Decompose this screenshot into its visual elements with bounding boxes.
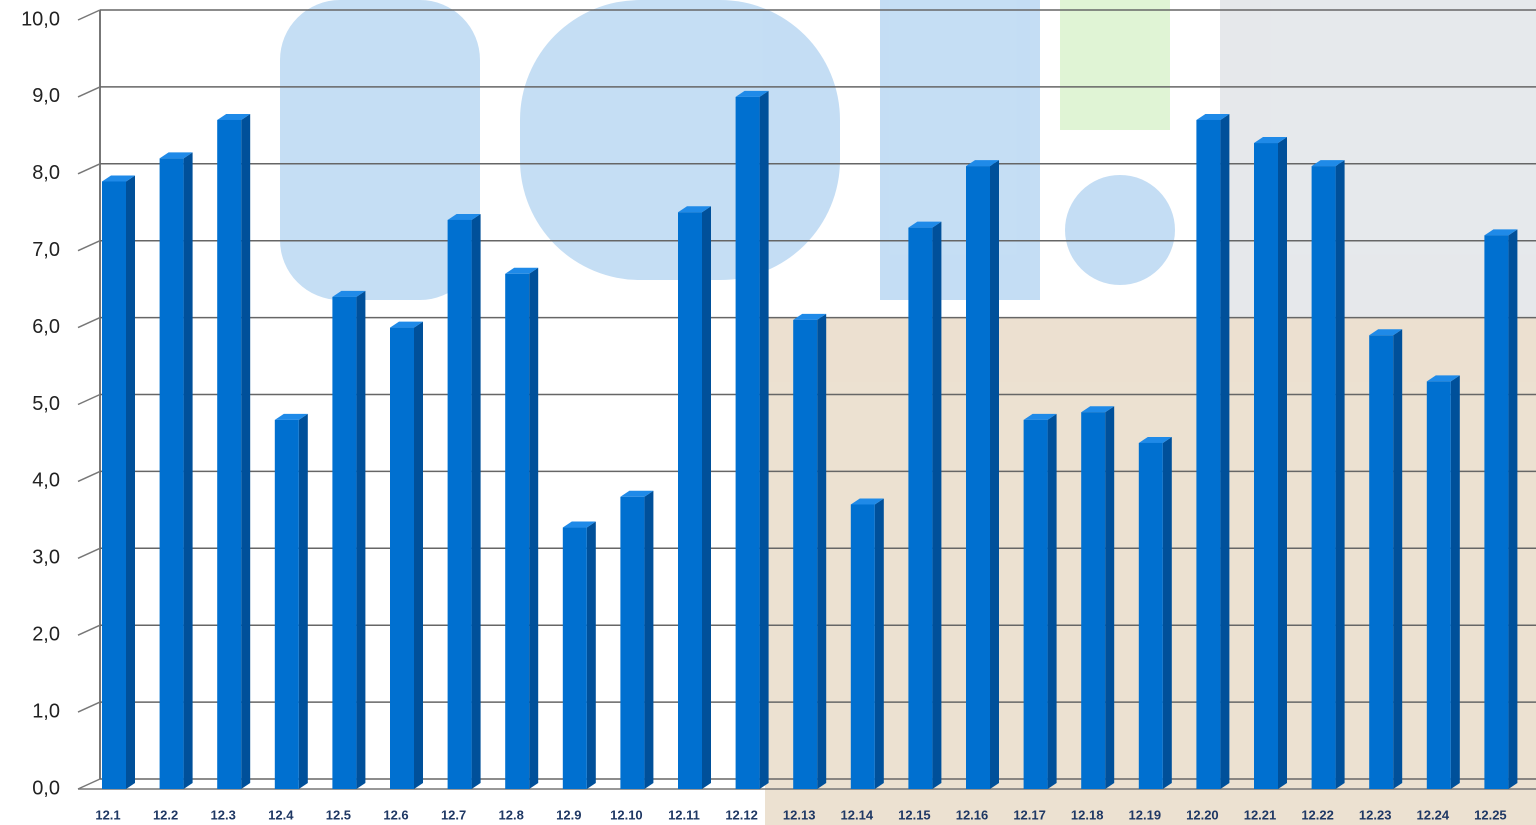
- bar: [851, 504, 875, 789]
- bar: [217, 120, 241, 789]
- bar-side: [1451, 375, 1460, 789]
- bar: [1139, 443, 1163, 789]
- grid-side: [78, 87, 100, 97]
- bar: [390, 328, 414, 789]
- x-tick-label: 12.16: [956, 807, 989, 822]
- bar: [332, 297, 356, 789]
- bar-side: [1508, 229, 1517, 789]
- y-tick-label: 2,0: [32, 623, 60, 645]
- x-tick-label: 12.6: [383, 807, 408, 822]
- y-tick-label: 9,0: [32, 85, 60, 107]
- bar-side: [760, 91, 769, 789]
- grid-side: [78, 395, 100, 405]
- x-tick-label: 12.10: [610, 807, 643, 822]
- grid-side: [78, 10, 100, 20]
- chart: 0,0 1,0 2,0 3,0 4,0 5,0 6,0 7,0 8,0 9,0 10,0 12.1 12…: [0, 0, 1536, 825]
- x-tick-label: 12.15: [898, 807, 931, 822]
- bar-side: [356, 291, 365, 789]
- x-tick-label: 12.21: [1244, 807, 1277, 822]
- x-tick-label: 12.20: [1186, 807, 1219, 822]
- bar-side: [1336, 160, 1345, 789]
- grid-side: [78, 241, 100, 251]
- bar: [160, 158, 184, 789]
- bar-side: [817, 314, 826, 789]
- bar: [908, 228, 932, 789]
- grid-side: [78, 548, 100, 558]
- bar: [793, 320, 817, 789]
- bar: [275, 420, 299, 789]
- x-tick-label: 12.14: [841, 807, 874, 822]
- bar: [966, 166, 990, 789]
- grid-side: [78, 471, 100, 481]
- y-tick-label: 6,0: [32, 316, 60, 338]
- y-tick-label: 7,0: [32, 239, 60, 261]
- grid-side: [78, 702, 100, 712]
- y-tick-label: 5,0: [32, 393, 60, 415]
- grid-side: [78, 318, 100, 328]
- bar: [620, 497, 644, 789]
- bar: [1254, 143, 1278, 789]
- y-tick-label: 0,0: [32, 777, 60, 799]
- bar-side: [126, 175, 135, 789]
- x-tick-label: 12.1: [95, 807, 120, 822]
- bar-side: [299, 414, 308, 789]
- bar: [736, 97, 760, 789]
- bar-side: [414, 322, 423, 789]
- bar: [1427, 381, 1451, 789]
- bar: [102, 181, 126, 789]
- x-tick-label: 12.18: [1071, 807, 1104, 822]
- bar-side: [990, 160, 999, 789]
- bar-side: [184, 152, 193, 789]
- x-tick-label: 12.4: [268, 807, 294, 822]
- bar-side: [529, 268, 538, 789]
- bar: [1369, 335, 1393, 789]
- x-tick-label: 12.12: [725, 807, 758, 822]
- x-tick-label: 12.9: [556, 807, 581, 822]
- bar-side: [1048, 414, 1057, 789]
- bar-side: [587, 522, 596, 789]
- grid-side: [78, 625, 100, 635]
- x-tick-label: 12.11: [668, 807, 700, 822]
- y-tick-label: 10,0: [21, 8, 60, 30]
- bar: [678, 212, 702, 789]
- bar-side: [1278, 137, 1287, 789]
- x-tick-label: 12.17: [1013, 807, 1046, 822]
- bar-side: [241, 114, 250, 789]
- x-tick-label: 12.24: [1417, 807, 1450, 822]
- bar: [1081, 412, 1105, 789]
- bar-side: [702, 206, 711, 789]
- y-tick-label: 1,0: [32, 700, 60, 722]
- x-tick-label: 12.25: [1474, 807, 1507, 822]
- y-tick-label: 8,0: [32, 162, 60, 184]
- bar: [505, 274, 529, 789]
- bar-side: [1163, 437, 1172, 789]
- x-tick-label: 12.23: [1359, 807, 1392, 822]
- x-tick-label: 12.7: [441, 807, 466, 822]
- bar-side: [1220, 114, 1229, 789]
- y-tick-label: 3,0: [32, 547, 60, 569]
- bar-side: [644, 491, 653, 789]
- y-tick-label: 4,0: [32, 470, 60, 492]
- bar: [448, 220, 472, 789]
- grid-side: [78, 779, 100, 789]
- x-tick-label: 12.2: [153, 807, 178, 822]
- bar-side: [1105, 406, 1114, 789]
- x-tick-label: 12.19: [1129, 807, 1162, 822]
- bar-side: [472, 214, 481, 789]
- x-tick-label: 12.5: [326, 807, 351, 822]
- x-tick-label: 12.8: [499, 807, 524, 822]
- grid-side: [78, 164, 100, 174]
- bar: [1024, 420, 1048, 789]
- x-tick-label: 12.3: [211, 807, 236, 822]
- x-tick-label: 12.22: [1301, 807, 1334, 822]
- bar: [1484, 235, 1508, 789]
- x-tick-label: 12.13: [783, 807, 816, 822]
- bar-side: [1393, 329, 1402, 789]
- bar: [1196, 120, 1220, 789]
- bar: [563, 528, 587, 789]
- bar-side: [875, 498, 884, 789]
- bar-side: [932, 222, 941, 789]
- bar: [1312, 166, 1336, 789]
